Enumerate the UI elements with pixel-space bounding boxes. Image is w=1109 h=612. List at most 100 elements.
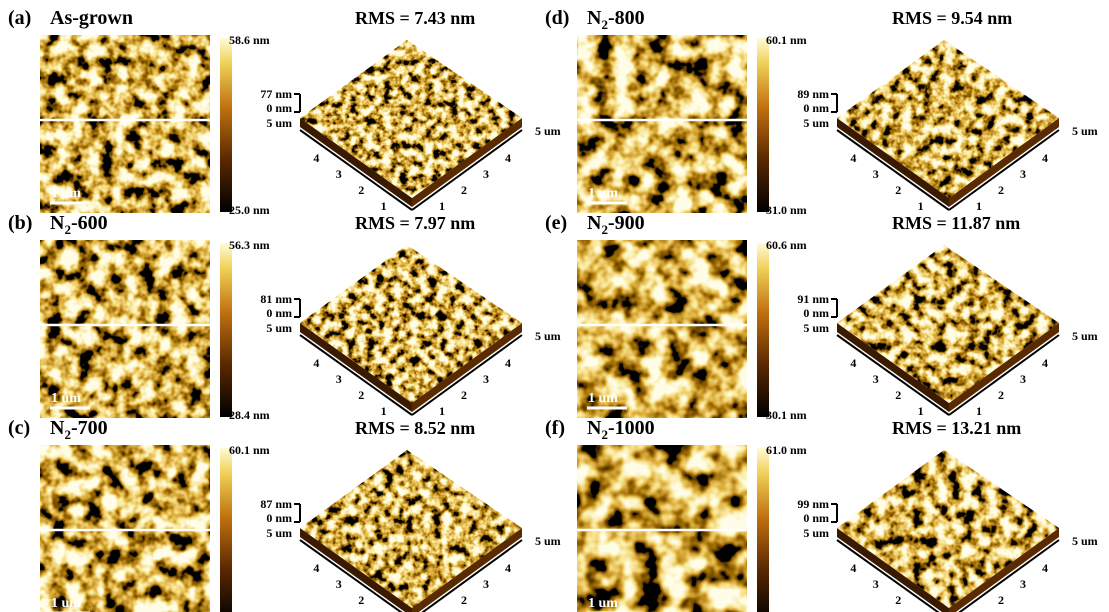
x-length-label: 5 um — [535, 329, 561, 343]
y-tick-label: 1 — [918, 199, 924, 213]
y-tick-label: 4 — [850, 561, 856, 575]
colorbar-max: 60.6 nm — [766, 238, 807, 252]
x-tick-label: 1 — [439, 199, 445, 213]
afm-image — [577, 445, 747, 612]
x-length-label: 5 um — [1072, 124, 1098, 138]
x-tick-label: 2 — [461, 183, 467, 197]
panel-label: (a) — [8, 7, 31, 29]
colorbar-max: 60.1 nm — [766, 33, 807, 47]
z-max-label: 89 nm — [797, 87, 829, 101]
x-tick-label: 4 — [505, 151, 511, 165]
colorbar-min: 30.1 nm — [766, 408, 807, 422]
afm-image — [40, 445, 210, 612]
z-zero-label: 0 nm — [266, 101, 292, 115]
colorbar-min: 25.0 nm — [229, 203, 270, 217]
y-tick-label: 2 — [895, 593, 901, 607]
x-tick-label: 3 — [1020, 577, 1026, 591]
z-zero-label: 0 nm — [803, 511, 829, 525]
colorbar — [220, 243, 232, 417]
x-tick-label: 1 — [976, 199, 982, 213]
title-text: -1000 — [608, 417, 655, 439]
rms-label: RMS = 7.43 nm — [355, 8, 475, 28]
x-length-label: 5 um — [1072, 329, 1098, 343]
y-tick-label: 1 — [381, 404, 387, 418]
rms-label: RMS = 11.87 nm — [892, 213, 1020, 233]
x-tick-label: 3 — [1020, 167, 1026, 181]
x-tick-label: 4 — [1042, 561, 1048, 575]
colorbar-max: 60.1 nm — [229, 443, 270, 457]
y-tick-label: 3 — [336, 372, 342, 386]
y-tick-label: 4 — [313, 561, 319, 575]
title-text: As-grown — [50, 7, 133, 29]
z-zero-label: 0 nm — [803, 101, 829, 115]
panel-title: As-grown — [50, 7, 133, 29]
title-text: -800 — [608, 7, 645, 29]
z-max-label: 87 nm — [260, 497, 292, 511]
rms-label: RMS = 9.54 nm — [892, 8, 1012, 28]
y-tick-label: 1 — [381, 199, 387, 213]
scale-bar-label: 1 um — [51, 391, 81, 406]
scale-bar-label: 1 um — [51, 596, 81, 611]
panel-label: (b) — [8, 212, 32, 234]
panel-label: (e) — [545, 212, 567, 234]
x-tick-label: 2 — [998, 388, 1004, 402]
colorbar-max: 58.6 nm — [229, 33, 270, 47]
y-tick-label: 4 — [313, 151, 319, 165]
y-length-label: 5 um — [803, 321, 829, 335]
colorbar-min: 28.4 nm — [229, 408, 270, 422]
z-max-label: 99 nm — [797, 497, 829, 511]
x-tick-label: 3 — [483, 577, 489, 591]
z-max-label: 81 nm — [260, 292, 292, 306]
x-tick-label: 1 — [976, 404, 982, 418]
x-tick-label: 4 — [1042, 356, 1048, 370]
x-tick-label: 3 — [483, 372, 489, 386]
x-length-label: 5 um — [1072, 534, 1098, 548]
panel-label: (c) — [8, 417, 30, 439]
y-tick-label: 3 — [873, 372, 879, 386]
title-text: N — [50, 212, 65, 234]
y-tick-label: 3 — [336, 577, 342, 591]
colorbar — [757, 243, 769, 417]
x-tick-label: 3 — [1020, 372, 1026, 386]
z-max-label: 77 nm — [260, 87, 292, 101]
y-length-label: 5 um — [266, 526, 292, 540]
colorbar-max: 61.0 nm — [766, 443, 807, 457]
panel-title: N2-600 — [50, 212, 108, 237]
scale-bar-label: 1 um — [588, 596, 618, 611]
y-tick-label: 4 — [850, 356, 856, 370]
y-length-label: 5 um — [266, 321, 292, 335]
y-length-label: 5 um — [803, 116, 829, 130]
y-tick-label: 2 — [358, 593, 364, 607]
y-tick-label: 1 — [918, 404, 924, 418]
y-length-label: 5 um — [803, 526, 829, 540]
x-tick-label: 1 — [439, 404, 445, 418]
colorbar — [757, 448, 769, 612]
y-tick-label: 4 — [850, 151, 856, 165]
title-text: N — [587, 417, 602, 439]
panel-title: N2-700 — [50, 417, 108, 442]
z-zero-label: 0 nm — [803, 306, 829, 320]
title-text: N — [587, 212, 602, 234]
rms-label: RMS = 13.21 nm — [892, 418, 1021, 438]
rms-label: RMS = 8.52 nm — [355, 418, 475, 438]
panel-title: N2-900 — [587, 212, 645, 237]
title-text: -600 — [71, 212, 108, 234]
x-tick-label: 2 — [461, 388, 467, 402]
x-tick-label: 4 — [505, 356, 511, 370]
y-length-label: 5 um — [266, 116, 292, 130]
title-text: N — [587, 7, 602, 29]
y-tick-label: 2 — [358, 388, 364, 402]
z-max-label: 91 nm — [797, 292, 829, 306]
z-zero-label: 0 nm — [266, 306, 292, 320]
y-tick-label: 3 — [873, 167, 879, 181]
panel-label: (d) — [545, 7, 569, 29]
y-tick-label: 3 — [336, 167, 342, 181]
scale-bar-label: 1 um — [588, 186, 618, 201]
x-tick-label: 2 — [461, 593, 467, 607]
panel-title: N2-800 — [587, 7, 645, 32]
figure: (a) As-grown 1 um 58.6 nm 25.0 nm RMS = 7.43 … — [0, 0, 1109, 612]
scale-bar-label: 1 um — [588, 391, 618, 406]
colorbar-max: 56.3 nm — [229, 238, 270, 252]
